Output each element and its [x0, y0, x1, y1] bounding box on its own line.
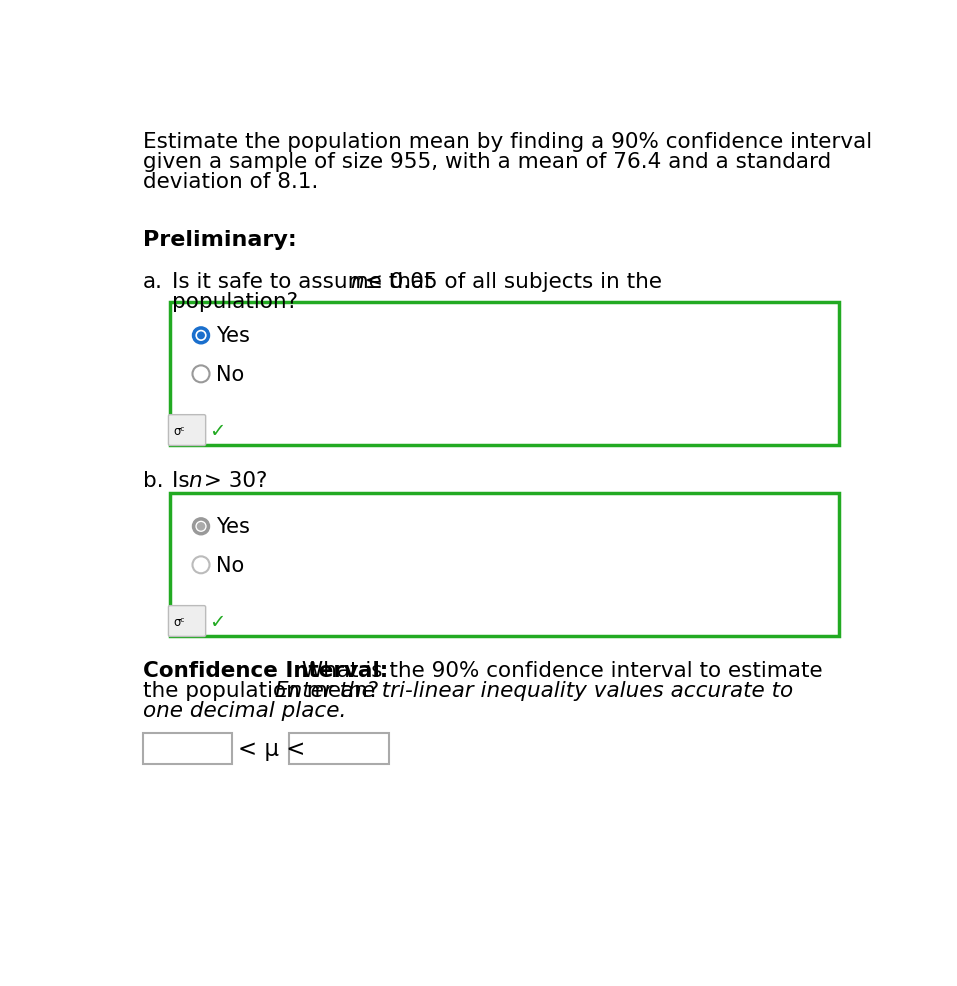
Circle shape: [196, 331, 206, 341]
Text: Is it safe to assume that: Is it safe to assume that: [172, 272, 440, 292]
Text: one decimal place.: one decimal place.: [143, 700, 346, 720]
Text: Enter the tri-linear inequality values accurate to: Enter the tri-linear inequality values a…: [275, 680, 792, 700]
Text: ✓: ✓: [209, 612, 225, 631]
Text: Is: Is: [172, 470, 197, 491]
Text: the population mean?: the population mean?: [143, 680, 386, 700]
Text: Estimate the population mean by finding a 90% confidence interval: Estimate the population mean by finding …: [143, 132, 872, 152]
FancyBboxPatch shape: [170, 303, 839, 446]
Text: > 30?: > 30?: [197, 470, 268, 491]
FancyBboxPatch shape: [168, 606, 206, 637]
Text: a.: a.: [143, 272, 163, 292]
Text: Confidence Interval:: Confidence Interval:: [143, 661, 389, 680]
Text: σᶜ: σᶜ: [173, 615, 185, 628]
Text: b.: b.: [143, 470, 164, 491]
Circle shape: [196, 522, 206, 531]
Text: given a sample of size 955, with a mean of 76.4 and a standard: given a sample of size 955, with a mean …: [143, 152, 831, 173]
Text: What is the 90% confidence interval to estimate: What is the 90% confidence interval to e…: [295, 661, 822, 680]
Text: ≤ 0.05 of all subjects in the: ≤ 0.05 of all subjects in the: [358, 272, 662, 292]
Text: population?: population?: [172, 292, 299, 313]
Text: < μ <: < μ <: [238, 738, 305, 760]
Circle shape: [198, 333, 204, 339]
Text: deviation of 8.1.: deviation of 8.1.: [143, 173, 319, 192]
Text: n: n: [189, 470, 202, 491]
Text: σᶜ: σᶜ: [173, 424, 185, 437]
Circle shape: [192, 519, 210, 535]
FancyBboxPatch shape: [289, 734, 389, 764]
Text: No: No: [215, 365, 244, 385]
Text: Preliminary:: Preliminary:: [143, 230, 297, 249]
Text: n: n: [350, 272, 365, 292]
Text: No: No: [215, 555, 244, 575]
Text: ✓: ✓: [209, 421, 225, 440]
Text: Yes: Yes: [215, 517, 250, 536]
FancyBboxPatch shape: [170, 494, 839, 636]
Text: Yes: Yes: [215, 326, 250, 346]
FancyBboxPatch shape: [143, 734, 232, 764]
Circle shape: [197, 524, 205, 530]
FancyBboxPatch shape: [168, 415, 206, 446]
Circle shape: [192, 327, 210, 344]
